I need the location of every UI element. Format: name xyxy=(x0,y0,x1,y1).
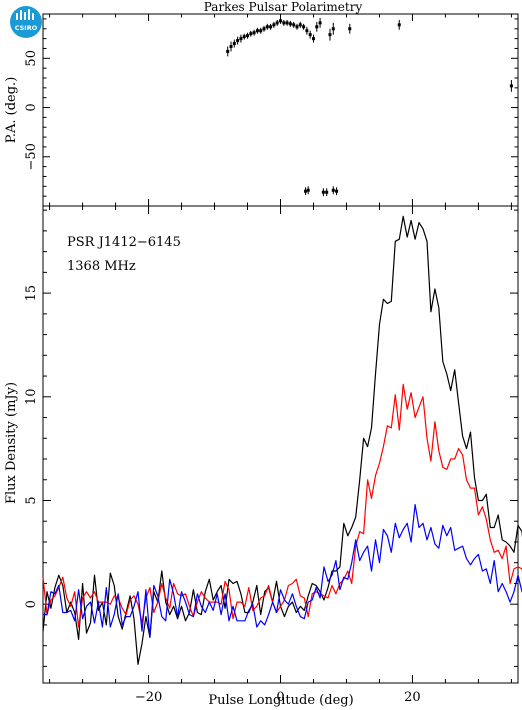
bottom-x-tick-label: −20 xyxy=(135,690,162,705)
total-intensity-line xyxy=(42,215,522,665)
circular-intensity-line xyxy=(43,504,522,639)
pa-point xyxy=(226,46,230,57)
pa-point xyxy=(348,23,352,34)
pa-point xyxy=(304,187,308,196)
bottom-y-tick-label: 10 xyxy=(24,389,39,406)
pa-point xyxy=(262,25,266,32)
chart-title: Parkes Pulsar Polarimetry xyxy=(204,0,363,14)
pa-point xyxy=(302,23,306,30)
frequency-annotation: 1368 MHz xyxy=(67,259,136,274)
flux-density-panel: −20 0 20 0 5 10 15 PSR J1412−6145 1368 MHz Flu… xyxy=(4,205,522,708)
pa-data-points xyxy=(226,17,513,197)
pa-axis-label: P.A. (deg.) xyxy=(4,77,19,144)
logo-text: CSIRO xyxy=(15,24,38,32)
pa-point xyxy=(272,21,276,28)
pa-point xyxy=(325,188,329,197)
pa-point xyxy=(239,34,243,43)
pa-point xyxy=(229,41,233,52)
pa-point xyxy=(335,187,339,196)
bottom-x-tick-label: 0 xyxy=(276,690,284,705)
pa-point xyxy=(252,29,256,36)
pa-point xyxy=(242,33,246,40)
pa-point xyxy=(249,30,253,37)
flux-axis-label: Flux Density (mJy) xyxy=(4,382,19,504)
bottom-y-tick-label: 15 xyxy=(24,285,39,302)
pa-point xyxy=(259,27,263,34)
pa-point xyxy=(232,39,236,48)
pa-point xyxy=(275,19,279,26)
pa-point xyxy=(285,19,289,26)
pa-point xyxy=(315,21,319,32)
pa-point xyxy=(288,20,292,27)
pa-point xyxy=(269,23,273,30)
bottom-y-tick-label: 0 xyxy=(24,600,39,608)
pa-point xyxy=(292,21,296,28)
pa-point xyxy=(265,23,269,30)
linear-intensity-line xyxy=(42,383,522,628)
x-axis-label: Pulse Longitude (deg) xyxy=(208,693,353,708)
position-angle-panel: −50 0 50 P.A. (deg.) xyxy=(4,13,519,207)
csiro-logo: CSIRO xyxy=(10,6,42,38)
pa-point xyxy=(321,188,325,197)
pa-point xyxy=(255,27,259,34)
bottom-axis-ticks: −20 0 20 0 5 10 15 xyxy=(24,206,518,705)
pa-point xyxy=(282,19,286,26)
top-panel-frame xyxy=(42,13,519,207)
top-y-tick-label: 50 xyxy=(24,50,39,67)
profile-lines xyxy=(42,215,522,665)
top-axis-ticks: −50 0 50 xyxy=(24,14,518,207)
pa-point xyxy=(318,17,322,28)
pa-point xyxy=(306,186,310,195)
top-y-tick-label: −50 xyxy=(24,143,39,170)
pa-point xyxy=(305,26,309,35)
pa-point xyxy=(236,36,240,45)
pa-point xyxy=(298,21,302,28)
pa-point xyxy=(509,79,513,92)
pulsar-name-annotation: PSR J1412−6145 xyxy=(67,235,181,250)
pa-point xyxy=(279,17,282,24)
pa-point xyxy=(308,30,312,39)
pa-point xyxy=(295,23,299,30)
top-y-tick-label: 0 xyxy=(24,103,39,111)
pa-point xyxy=(331,22,335,35)
pa-point xyxy=(246,32,250,39)
bottom-x-tick-label: 20 xyxy=(404,690,421,705)
pa-point xyxy=(331,186,335,195)
pa-point xyxy=(397,19,401,30)
bottom-y-tick-label: 5 xyxy=(24,496,39,504)
pa-point xyxy=(311,34,315,43)
pa-point xyxy=(328,28,332,41)
